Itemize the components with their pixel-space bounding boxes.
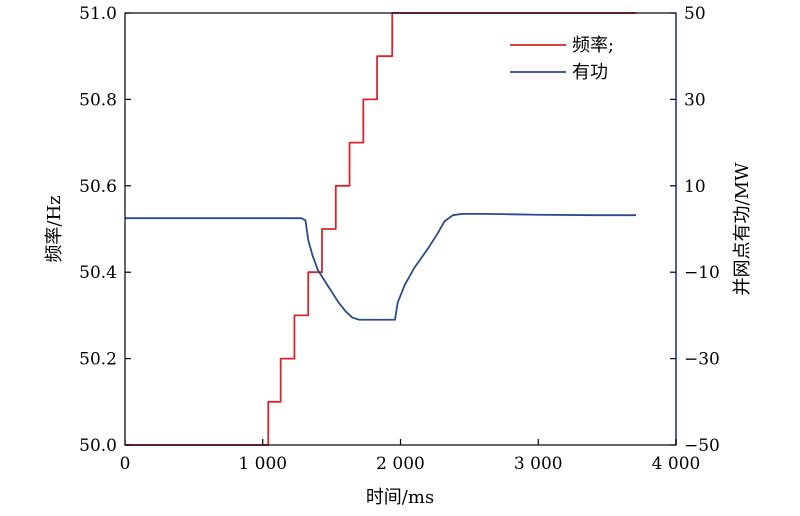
- x-tick-label: 4 000: [652, 454, 701, 474]
- y-right-tick-label: −50: [684, 436, 720, 456]
- x-axis-title: 时间/ms: [366, 487, 434, 508]
- legend: 频率; 有功: [510, 35, 614, 83]
- x-tick-label: 2 000: [376, 454, 425, 474]
- y-right-axis-title: 并网点有功/MW: [732, 162, 753, 295]
- y-left-tick-label: 50.4: [79, 263, 117, 283]
- y-right-ticks: −50 −30 −10 10 30 50: [670, 4, 720, 456]
- series-line-frequency: [125, 12, 637, 446]
- series-line-active-power: [125, 212, 637, 321]
- y-right-tick-label: −30: [684, 350, 720, 370]
- y-left-ticks: 50.0 50.2 50.4 50.6 50.8 51.0: [79, 4, 131, 456]
- x-tick-label: 1 000: [238, 454, 287, 474]
- x-ticks: 0 1 000 2 000 3 000 4 000: [120, 439, 701, 474]
- y-left-tick-label: 50.0: [79, 436, 117, 456]
- legend-label-frequency: 频率;: [572, 35, 614, 56]
- y-left-tick-label: 50.2: [79, 350, 117, 370]
- y-left-tick-label: 50.8: [79, 90, 117, 110]
- y-left-tick-label: 50.6: [79, 177, 117, 197]
- x-tick-label: 0: [120, 454, 131, 474]
- y-right-tick-label: −10: [684, 263, 720, 283]
- y-right-tick-label: 10: [684, 177, 706, 197]
- y-left-tick-label: 51.0: [79, 4, 117, 24]
- y-left-axis-title: 频率/Hz: [44, 195, 65, 262]
- plot-lines: [125, 12, 637, 446]
- legend-label-active-power: 有功: [572, 62, 608, 83]
- y-right-tick-label: 50: [684, 4, 706, 24]
- x-tick-label: 3 000: [514, 454, 563, 474]
- y-right-tick-label: 30: [684, 90, 706, 110]
